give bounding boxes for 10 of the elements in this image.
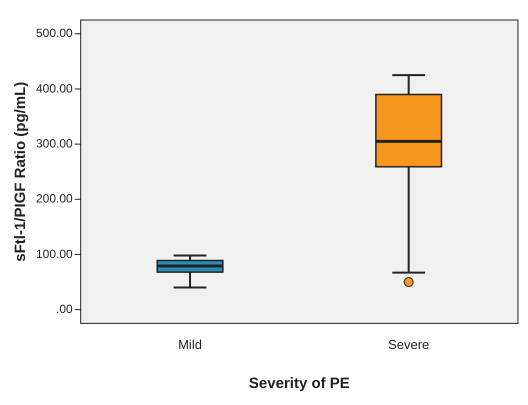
y-tick-label: 300.00 — [36, 136, 74, 150]
x-axis-title: Severity of PE — [248, 375, 350, 392]
x-tick-label: Mild — [178, 336, 202, 352]
y-tick-label: 500.00 — [36, 26, 74, 40]
y-tick-label: .00 — [56, 302, 74, 316]
x-tick-label: Severe — [388, 336, 430, 352]
y-tick-label: 400.00 — [36, 81, 74, 96]
y-axis-title: sFtl-1/PIGF Ratio (pg/mL) — [12, 82, 30, 262]
y-tick-label: 200.00 — [36, 192, 74, 206]
y-tick-label: 100.00 — [36, 246, 74, 261]
